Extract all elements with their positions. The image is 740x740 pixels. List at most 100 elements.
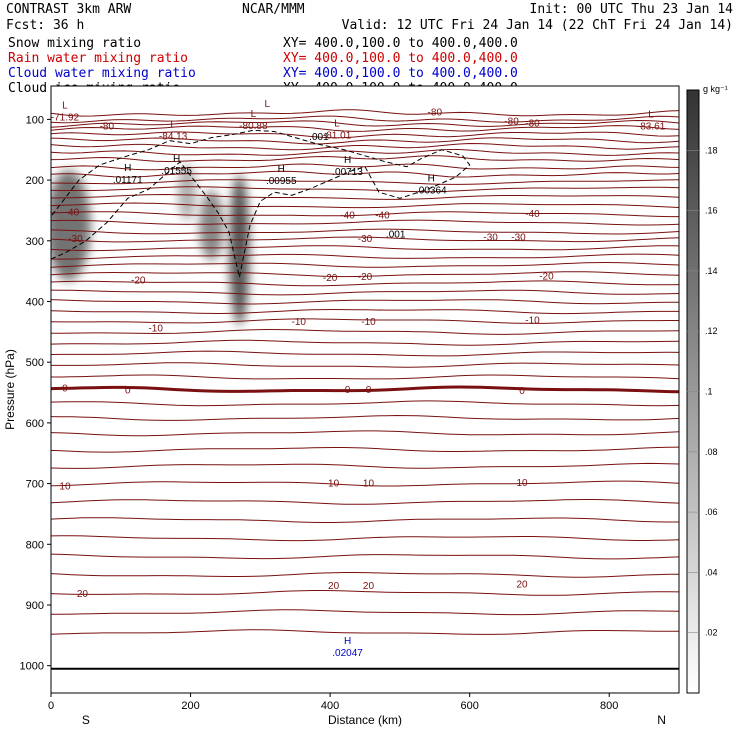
y-axis-label: Pressure (hPa) — [3, 349, 17, 430]
isotherm — [51, 202, 679, 209]
colorbar: .02 .04 .06 .08 .1 .12 .14 .16 .18 g kg⁻¹ — [686, 84, 728, 694]
extremum-L: L-83.61 — [637, 110, 666, 133]
isotherm-label: -80 — [428, 107, 443, 118]
colorbar-tick-label: .16 — [705, 206, 718, 216]
isotherm — [51, 142, 679, 151]
isotherm — [51, 261, 679, 268]
colorbar-tick-label: .06 — [705, 507, 718, 517]
isotherm — [51, 328, 679, 335]
isotherm-label: 20 — [516, 580, 528, 591]
title: CONTRAST 3km ARW — [6, 2, 131, 17]
extremum-H: H.01171 — [113, 163, 143, 186]
isotherm — [51, 131, 679, 139]
extremum-value: .02047 — [332, 648, 363, 659]
isotherm — [51, 462, 679, 469]
isotherm — [51, 219, 679, 226]
isotherm-label: -30 — [483, 233, 498, 244]
isotherm — [51, 299, 679, 305]
y-axis: 100 200 300 400 500 600 700 800 900 1000 — [20, 114, 51, 673]
y-tick-label: 100 — [26, 114, 44, 126]
isotherm — [51, 590, 679, 596]
field-name-rain: Rain water mixing ratio — [8, 51, 188, 66]
isotherm — [51, 137, 679, 145]
extremum-L: L-71.92 — [51, 100, 80, 123]
extremum-letter: L — [62, 100, 68, 111]
valid-time: Valid: 12 UTC Fri 24 Jan 14 (22 ChT Fri … — [342, 18, 733, 33]
isotherm-label: 10 — [328, 478, 340, 489]
isotherm-label: -40 — [525, 209, 540, 220]
extremum-letter: H — [344, 155, 351, 166]
isotherm-label: -10 — [148, 324, 163, 335]
extremum-H: H.00364 — [416, 173, 447, 196]
colorbar-tick-label: .02 — [705, 628, 718, 638]
y-tick-label: 500 — [26, 357, 44, 369]
forecast-hour: Fcst: 36 h — [6, 18, 84, 33]
isotherm — [51, 155, 679, 163]
isotherm-label: -40 — [375, 211, 390, 222]
x-axis-label: Distance (km) — [328, 713, 402, 727]
field-xy-cloud-water: XY= 400.0,100.0 to 400.0,400.0 — [283, 66, 518, 81]
extremum-value: -81.01 — [323, 131, 352, 142]
y-tick-label: 700 — [26, 479, 44, 491]
isotherm-label: -80 — [525, 118, 540, 129]
colorbar-tick-label: .18 — [705, 145, 718, 155]
extremum-value: .01171 — [113, 175, 143, 186]
extremum-H: H.00713 — [332, 155, 363, 178]
y-tick-label: 200 — [26, 175, 44, 187]
extremum-L: L — [265, 99, 271, 110]
isotherm — [51, 374, 679, 380]
temperature-isotherms — [51, 109, 679, 635]
x-tick-label: 800 — [600, 700, 618, 712]
isotherm — [51, 280, 679, 287]
isotherm-label: -30 — [68, 234, 83, 245]
extremum-letter: L — [265, 99, 271, 110]
isotherm-label: -30 — [511, 233, 526, 244]
organization: NCAR/MMM — [242, 2, 305, 17]
extremum-H: H.02047 — [332, 636, 363, 659]
isotherm-label: -10 — [525, 316, 540, 327]
cloud-ice-contour — [51, 129, 471, 278]
isotherm — [51, 629, 679, 635]
cloud-ice-label: .001 — [386, 230, 406, 241]
isotherm-label: -80 — [100, 121, 115, 132]
x-tick-label: 0 — [48, 700, 54, 712]
extremum-value: -83.61 — [637, 122, 666, 133]
snow-maximum — [51, 170, 91, 281]
isotherm — [51, 339, 679, 346]
header: CONTRAST 3km ARW NCAR/MMM Init: 00 UTC T… — [6, 2, 733, 33]
snow-maximum — [199, 190, 224, 261]
isotherm — [51, 318, 679, 324]
y-tick-label: 900 — [26, 600, 44, 612]
plot-frame — [50, 85, 680, 694]
contour-labels: -80 -80 -80 -80 -40 -40 -40 -40 -30 -30 -30 -30 -20 -… — [59, 107, 554, 599]
isotherm — [51, 308, 679, 315]
isotherm-label: 20 — [363, 581, 375, 592]
extremum-letter: H — [344, 636, 351, 647]
extremum-letter: L — [334, 119, 340, 130]
isotherm — [51, 228, 679, 235]
extremum-value: .01555 — [161, 166, 192, 177]
isotherm — [51, 236, 679, 243]
field-name-snow: Snow mixing ratio — [8, 36, 141, 51]
isotherm-label: -20 — [358, 272, 373, 283]
snow-maximum — [178, 164, 197, 221]
isotherm — [51, 193, 679, 200]
isotherm-label: 10 — [516, 478, 528, 489]
field-name-cloud-water: Cloud water mixing ratio — [8, 66, 196, 81]
extremum-H: H.00955 — [266, 164, 297, 187]
isotherm-label: 0 — [366, 385, 372, 396]
isotherm — [51, 499, 679, 505]
isotherm — [51, 125, 679, 132]
extremum-letter: H — [124, 163, 131, 174]
isotherm — [51, 271, 679, 278]
extremum-value: -71.92 — [51, 112, 80, 123]
extrema-markers: L-71.92LL-80.88L-84.13L-81.01L-83.61H.01… — [51, 99, 666, 659]
x-end-label-south: S — [82, 713, 90, 727]
extremum-L: L-81.01 — [323, 119, 352, 142]
isotherm — [51, 480, 679, 487]
isotherm — [51, 253, 679, 260]
colorbar-tick-label: .12 — [705, 326, 718, 336]
isotherm-label: 10 — [363, 478, 375, 489]
cloud-ice-contours — [51, 129, 471, 278]
